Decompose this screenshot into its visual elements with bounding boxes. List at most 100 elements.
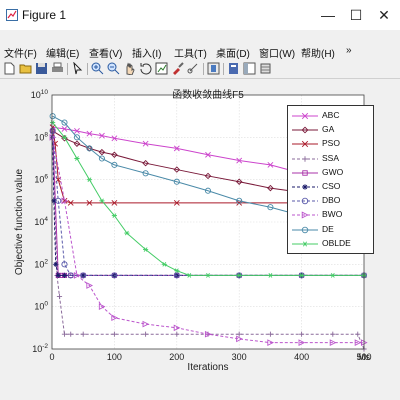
data-point	[56, 293, 63, 300]
data-point	[61, 134, 68, 140]
hide-plot-tools-icon[interactable]	[243, 62, 256, 75]
legend-item-pso[interactable]: PSO	[288, 137, 373, 151]
rotate-icon[interactable]	[139, 62, 152, 75]
figure-canvas: 0 100 200 300 400 500 10-2 100 102 104 106 108 1010…	[0, 79, 400, 400]
legend-item-de[interactable]: DE	[288, 223, 373, 237]
show-plot-tools-icon[interactable]	[259, 62, 272, 75]
data-point	[329, 339, 337, 346]
legend-label: DBO	[322, 195, 341, 206]
menu-insert[interactable]: 插入(I)	[132, 49, 162, 60]
legend-label: GWO	[322, 166, 344, 177]
data-point	[98, 148, 106, 156]
data-point	[61, 261, 68, 268]
matlab-figure-icon	[6, 9, 18, 21]
legend-item-bwo[interactable]: BWO	[288, 208, 373, 222]
y-tick-label: 1010	[31, 89, 49, 100]
data-point	[302, 155, 308, 162]
y-tick-label: 104	[34, 216, 48, 227]
legend-swatch	[292, 141, 318, 148]
data-point	[236, 157, 243, 164]
legend-item-dbo[interactable]: DBO	[288, 194, 373, 208]
menu-window[interactable]: 窗口(W)	[259, 49, 296, 60]
data-point	[61, 197, 69, 205]
data-point	[267, 331, 273, 337]
legend-item-ga[interactable]: GA	[288, 123, 373, 137]
link-icon[interactable]	[187, 62, 200, 75]
pan-icon[interactable]	[123, 62, 136, 75]
data-point	[50, 134, 56, 140]
data-point	[142, 320, 150, 328]
data-cursor-icon[interactable]	[155, 62, 168, 75]
maximize-button[interactable]: ☐	[349, 7, 363, 23]
data-point	[302, 241, 308, 247]
menu-file[interactable]: 文件(F)	[4, 49, 37, 60]
close-button[interactable]: ✕	[378, 7, 390, 23]
open-file-icon[interactable]	[19, 62, 32, 75]
legend-icon[interactable]	[227, 62, 240, 75]
brush-icon[interactable]	[171, 62, 184, 75]
legend-item-cso[interactable]: CSO	[288, 180, 373, 194]
chart-legend[interactable]: ABC GA PSO SSA GWO CSO DBO BWO DE OBLDE	[287, 105, 374, 254]
data-point	[142, 170, 149, 177]
x-tick-label: 200	[169, 352, 184, 362]
y-tick-label: 10-2	[32, 343, 48, 354]
data-point	[80, 272, 86, 279]
data-point	[298, 339, 306, 346]
series-line	[52, 130, 365, 350]
menu-desktop[interactable]: 桌面(D)	[216, 49, 250, 60]
minimize-button[interactable]: —	[321, 7, 335, 23]
menu-overflow-chevron-icon[interactable]: »	[346, 45, 352, 56]
legend-label: OBLDE	[322, 237, 351, 248]
data-point	[174, 268, 180, 274]
colorbar-icon[interactable]	[207, 62, 220, 75]
data-point	[61, 119, 68, 126]
data-point	[330, 273, 336, 278]
data-point	[173, 145, 180, 152]
data-point	[74, 128, 80, 134]
data-point	[68, 331, 74, 337]
print-icon[interactable]	[51, 62, 64, 75]
data-point	[80, 272, 87, 279]
menu-view[interactable]: 查看(V)	[89, 49, 123, 60]
y-tick-label: 108	[34, 131, 48, 142]
data-point	[99, 198, 105, 204]
legend-item-oblde[interactable]: OBLDE	[288, 237, 373, 251]
data-point	[173, 199, 180, 206]
save-icon[interactable]	[35, 62, 48, 75]
data-point	[98, 155, 105, 162]
series-oblde	[50, 120, 367, 278]
zoom-in-icon[interactable]	[91, 62, 104, 75]
legend-swatch	[292, 184, 318, 190]
zoom-out-icon[interactable]	[107, 62, 120, 75]
window-title: Figure 1	[22, 8, 67, 22]
data-point	[50, 120, 56, 125]
data-point	[267, 184, 274, 192]
data-point	[124, 230, 130, 236]
legend-item-ssa[interactable]: SSA	[288, 152, 373, 166]
data-point	[49, 127, 56, 135]
data-point	[299, 273, 305, 278]
pointer-icon[interactable]	[71, 62, 84, 75]
data-point	[301, 126, 309, 134]
data-point	[53, 261, 59, 267]
data-point	[86, 282, 94, 289]
data-point	[235, 178, 243, 185]
data-point	[236, 331, 242, 337]
data-point	[74, 156, 80, 161]
menu-tools[interactable]: 工具(T)	[174, 49, 207, 60]
menu-edit[interactable]: 编辑(E)	[46, 49, 80, 60]
data-point	[205, 273, 211, 278]
x-axis-label: Iterations	[187, 362, 228, 373]
data-point	[354, 339, 362, 346]
menu-help[interactable]: 帮助(H)	[301, 49, 335, 60]
legend-item-abc[interactable]: ABC	[288, 109, 373, 123]
legend-item-gwo[interactable]: GWO	[288, 166, 373, 180]
legend-label: ABC	[322, 110, 340, 120]
data-point	[111, 199, 118, 206]
data-point	[299, 331, 305, 337]
data-point	[67, 272, 74, 279]
legend-swatch	[292, 112, 318, 120]
new-figure-icon[interactable]	[3, 62, 16, 75]
legend-swatch	[292, 211, 318, 219]
toolbar-separator	[67, 63, 68, 75]
